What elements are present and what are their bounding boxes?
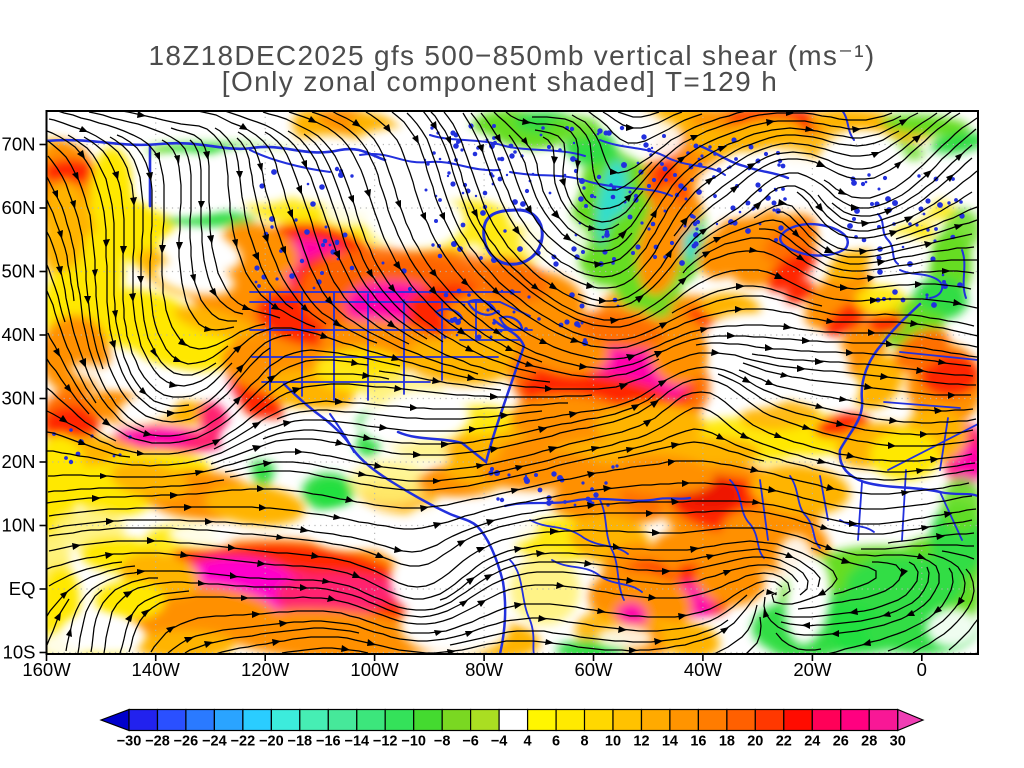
- svg-text:80W: 80W: [465, 659, 504, 680]
- svg-text:26: 26: [833, 734, 849, 750]
- svg-text:22: 22: [776, 734, 792, 750]
- svg-text:100W: 100W: [350, 659, 399, 680]
- svg-text:20N: 20N: [2, 451, 36, 472]
- svg-text:8: 8: [580, 734, 588, 750]
- svg-text:20W: 20W: [793, 659, 832, 680]
- svg-text:10N: 10N: [2, 515, 36, 536]
- svg-text:140W: 140W: [132, 659, 181, 680]
- svg-text:14: 14: [662, 734, 678, 750]
- svg-text:−28: −28: [145, 734, 170, 750]
- svg-text:−16: −16: [316, 734, 341, 750]
- svg-text:16: 16: [690, 734, 706, 750]
- svg-text:−26: −26: [174, 734, 199, 750]
- svg-text:−24: −24: [202, 734, 227, 750]
- svg-text:30N: 30N: [2, 388, 36, 409]
- svg-text:120W: 120W: [241, 659, 290, 680]
- svg-text:10S: 10S: [3, 642, 36, 663]
- svg-text:20: 20: [747, 734, 763, 750]
- svg-text:40W: 40W: [684, 659, 723, 680]
- svg-text:12: 12: [633, 734, 649, 750]
- svg-text:24: 24: [804, 734, 820, 750]
- svg-text:160W: 160W: [22, 659, 71, 680]
- svg-text:10: 10: [605, 734, 621, 750]
- svg-text:4: 4: [524, 734, 532, 750]
- svg-text:EQ: EQ: [9, 578, 36, 599]
- svg-text:40N: 40N: [2, 324, 36, 345]
- svg-text:−12: −12: [373, 734, 398, 750]
- svg-text:−6: −6: [462, 734, 479, 750]
- svg-text:−30: −30: [117, 734, 142, 750]
- svg-text:60W: 60W: [574, 659, 613, 680]
- svg-text:−18: −18: [287, 734, 312, 750]
- svg-text:6: 6: [552, 734, 560, 750]
- svg-text:50N: 50N: [2, 261, 36, 282]
- svg-text:70N: 70N: [2, 134, 36, 155]
- svg-text:−8: −8: [434, 734, 451, 750]
- svg-text:−14: −14: [344, 734, 369, 750]
- svg-text:−20: −20: [259, 734, 284, 750]
- svg-text:18: 18: [719, 734, 735, 750]
- svg-text:0: 0: [917, 659, 927, 680]
- svg-text:30: 30: [890, 734, 906, 750]
- svg-text:−22: −22: [231, 734, 256, 750]
- svg-text:−10: −10: [401, 734, 426, 750]
- svg-text:−4: −4: [491, 734, 508, 750]
- svg-text:28: 28: [861, 734, 877, 750]
- svg-text:60N: 60N: [2, 197, 36, 218]
